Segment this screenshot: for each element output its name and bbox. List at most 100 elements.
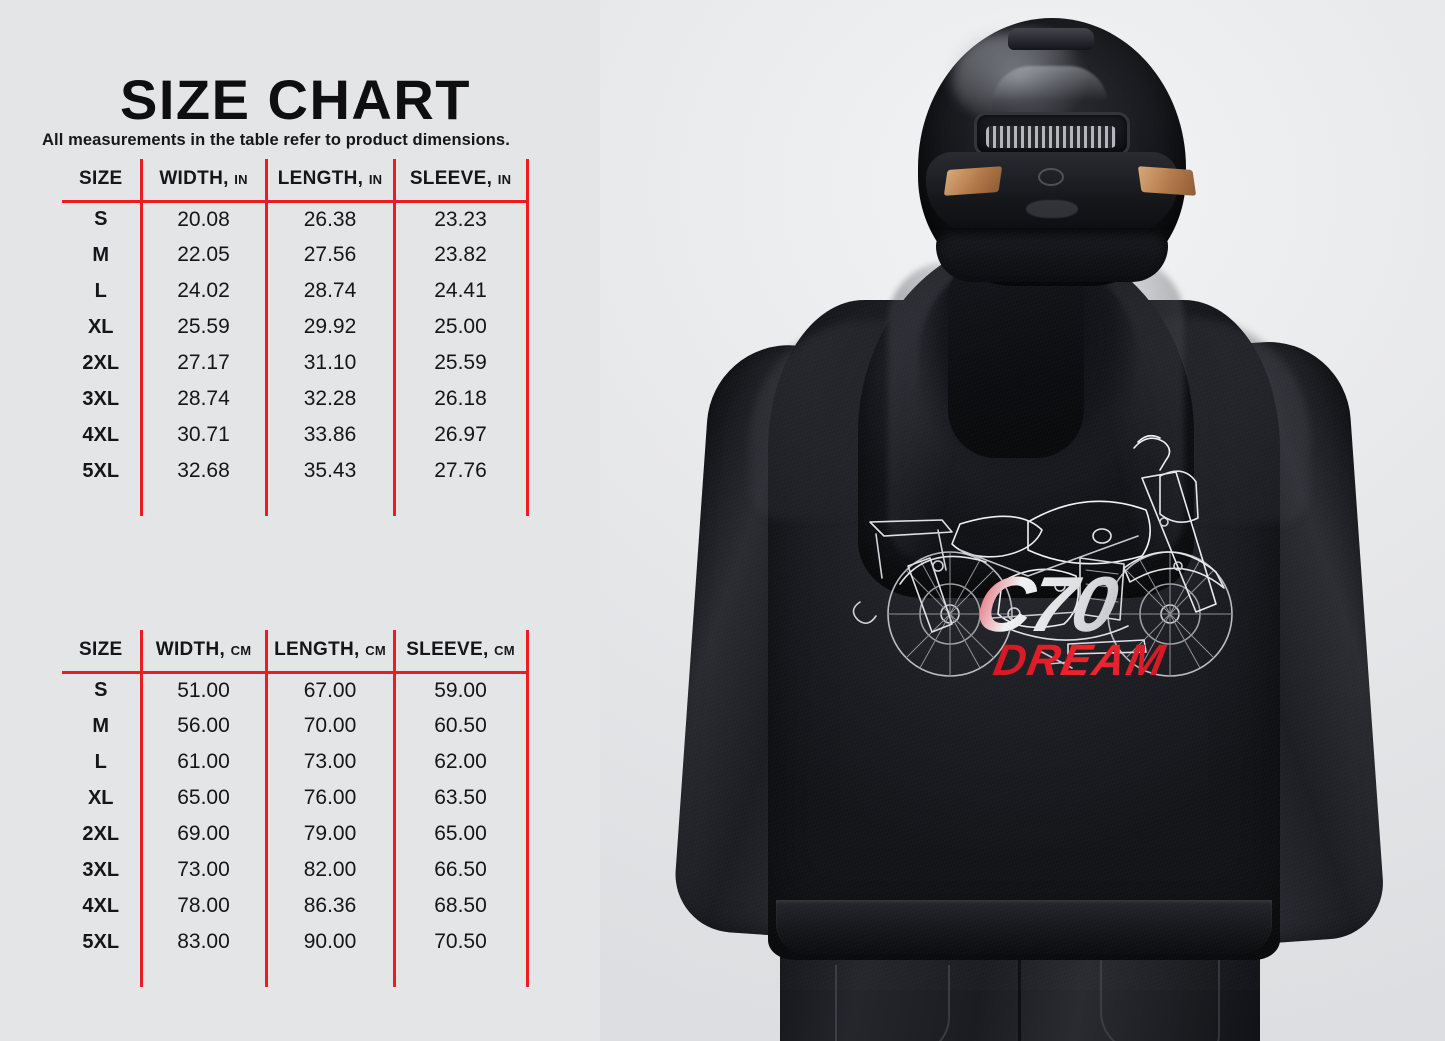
table-row: M 22.05 27.56 23.82 [62,237,529,273]
cell-sleeve: 25.59 [394,345,529,381]
cell-size: XL [62,780,143,816]
column-header-width: WIDTH, CM [141,630,268,674]
cell-size: 2XL [62,345,143,381]
cell-sleeve: 66.50 [394,852,529,888]
column-header-length-unit: CM [365,642,386,658]
helmet-rear-vent-grille [986,126,1116,148]
column-header-size-label: SIZE [79,167,123,189]
cell-size: M [62,708,143,744]
column-header-sleeve-unit: IN [497,171,512,187]
helmet-top-vent [1008,28,1094,50]
cell-size: 5XL [62,453,143,489]
cell-length: 76.00 [266,780,396,816]
cell-size: 4XL [62,888,143,924]
table-header-row: SIZE WIDTH, CM LENGTH, CM SLEEVE, CM [62,630,529,674]
rule-cell [62,960,143,987]
table-row: 3XL 28.74 32.28 26.18 [62,381,529,417]
cell-width: 28.74 [141,381,268,417]
cell-size: XL [62,309,143,345]
cell-sleeve: 25.00 [394,309,529,345]
rule-cell [141,489,268,516]
cell-sleeve: 62.00 [394,744,529,780]
column-header-size: SIZE [62,159,143,203]
table-rule-extension [62,960,529,987]
cell-sleeve: 26.97 [394,417,529,453]
cell-size: 4XL [62,417,143,453]
column-header-sleeve-unit: CM [494,642,515,658]
cell-sleeve: 27.76 [394,453,529,489]
cell-sleeve: 60.50 [394,708,529,744]
column-header-sleeve: SLEEVE, IN [394,159,529,203]
cell-length: 31.10 [266,345,396,381]
table-row: 2XL 27.17 31.10 25.59 [62,345,529,381]
cell-length: 33.86 [266,417,396,453]
table-row: S 20.08 26.38 23.23 [62,201,529,237]
table-row: 4XL 78.00 86.36 68.50 [62,888,529,924]
print-motorcycle-artwork [842,418,1262,686]
page-subtitle: All measurements in the table refer to p… [42,130,510,149]
cell-sleeve: 24.41 [394,273,529,309]
cell-sleeve: 23.82 [394,237,529,273]
print-subhead-dream: DREAM [895,636,1265,686]
product-photo: C70 DREAM [600,0,1445,1041]
table-row: S 51.00 67.00 59.00 [62,672,529,708]
cell-size: L [62,273,143,309]
cell-length: 27.56 [266,237,396,273]
cell-width: 83.00 [141,924,268,960]
cell-width: 27.17 [141,345,268,381]
cell-width: 24.02 [141,273,268,309]
cell-length: 28.74 [266,273,396,309]
column-header-length-label: LENGTH, [277,167,364,189]
cell-sleeve: 65.00 [394,816,529,852]
jeans-pocket-left [835,965,950,1041]
cell-size: L [62,744,143,780]
cell-sleeve: 63.50 [394,780,529,816]
cell-width: 51.00 [141,672,268,708]
helmet-chin-bar [936,228,1168,282]
table-row: 3XL 73.00 82.00 66.50 [62,852,529,888]
rule-cell [141,960,268,987]
cell-sleeve: 70.50 [394,924,529,960]
jeans-pocket-right [1100,960,1220,1041]
cell-size: S [62,201,143,237]
table-row: 4XL 30.71 33.86 26.97 [62,417,529,453]
column-header-width: WIDTH, IN [141,159,268,203]
print-headline-c70: C70 [838,560,1254,648]
cell-length: 67.00 [266,672,396,708]
column-header-length-label: LENGTH, [274,638,360,660]
cell-sleeve: 26.18 [394,381,529,417]
jeans-seam [1018,940,1021,1041]
cell-length: 35.43 [266,453,396,489]
cell-length: 86.36 [266,888,396,924]
table-row: 5XL 32.68 35.43 27.76 [62,453,529,489]
cell-length: 73.00 [266,744,396,780]
cell-width: 30.71 [141,417,268,453]
rule-cell [62,489,143,516]
column-header-width-label: WIDTH, [155,638,226,660]
table-row: L 24.02 28.74 24.41 [62,273,529,309]
cell-width: 25.59 [141,309,268,345]
cell-length: 26.38 [266,201,396,237]
table-header-row: SIZE WIDTH, IN LENGTH, IN SLEEVE, IN [62,159,529,203]
cell-sleeve: 68.50 [394,888,529,924]
cell-sleeve: 59.00 [394,672,529,708]
column-header-width-unit: CM [230,642,252,658]
table-row: 2XL 69.00 79.00 65.00 [62,816,529,852]
helmet-badge-icon [1038,168,1064,186]
cell-width: 20.08 [141,201,268,237]
table-row: XL 65.00 76.00 63.50 [62,780,529,816]
cell-width: 32.68 [141,453,268,489]
column-header-length-unit: IN [368,171,383,187]
cell-width: 56.00 [141,708,268,744]
column-header-length: LENGTH, CM [266,630,396,674]
cell-width: 73.00 [141,852,268,888]
table-row: L 61.00 73.00 62.00 [62,744,529,780]
column-header-length: LENGTH, IN [266,159,396,203]
cell-length: 29.92 [266,309,396,345]
cell-length: 70.00 [266,708,396,744]
helmet-reflector-right [1137,166,1197,196]
cell-length: 79.00 [266,816,396,852]
cell-length: 32.28 [266,381,396,417]
cell-length: 82.00 [266,852,396,888]
